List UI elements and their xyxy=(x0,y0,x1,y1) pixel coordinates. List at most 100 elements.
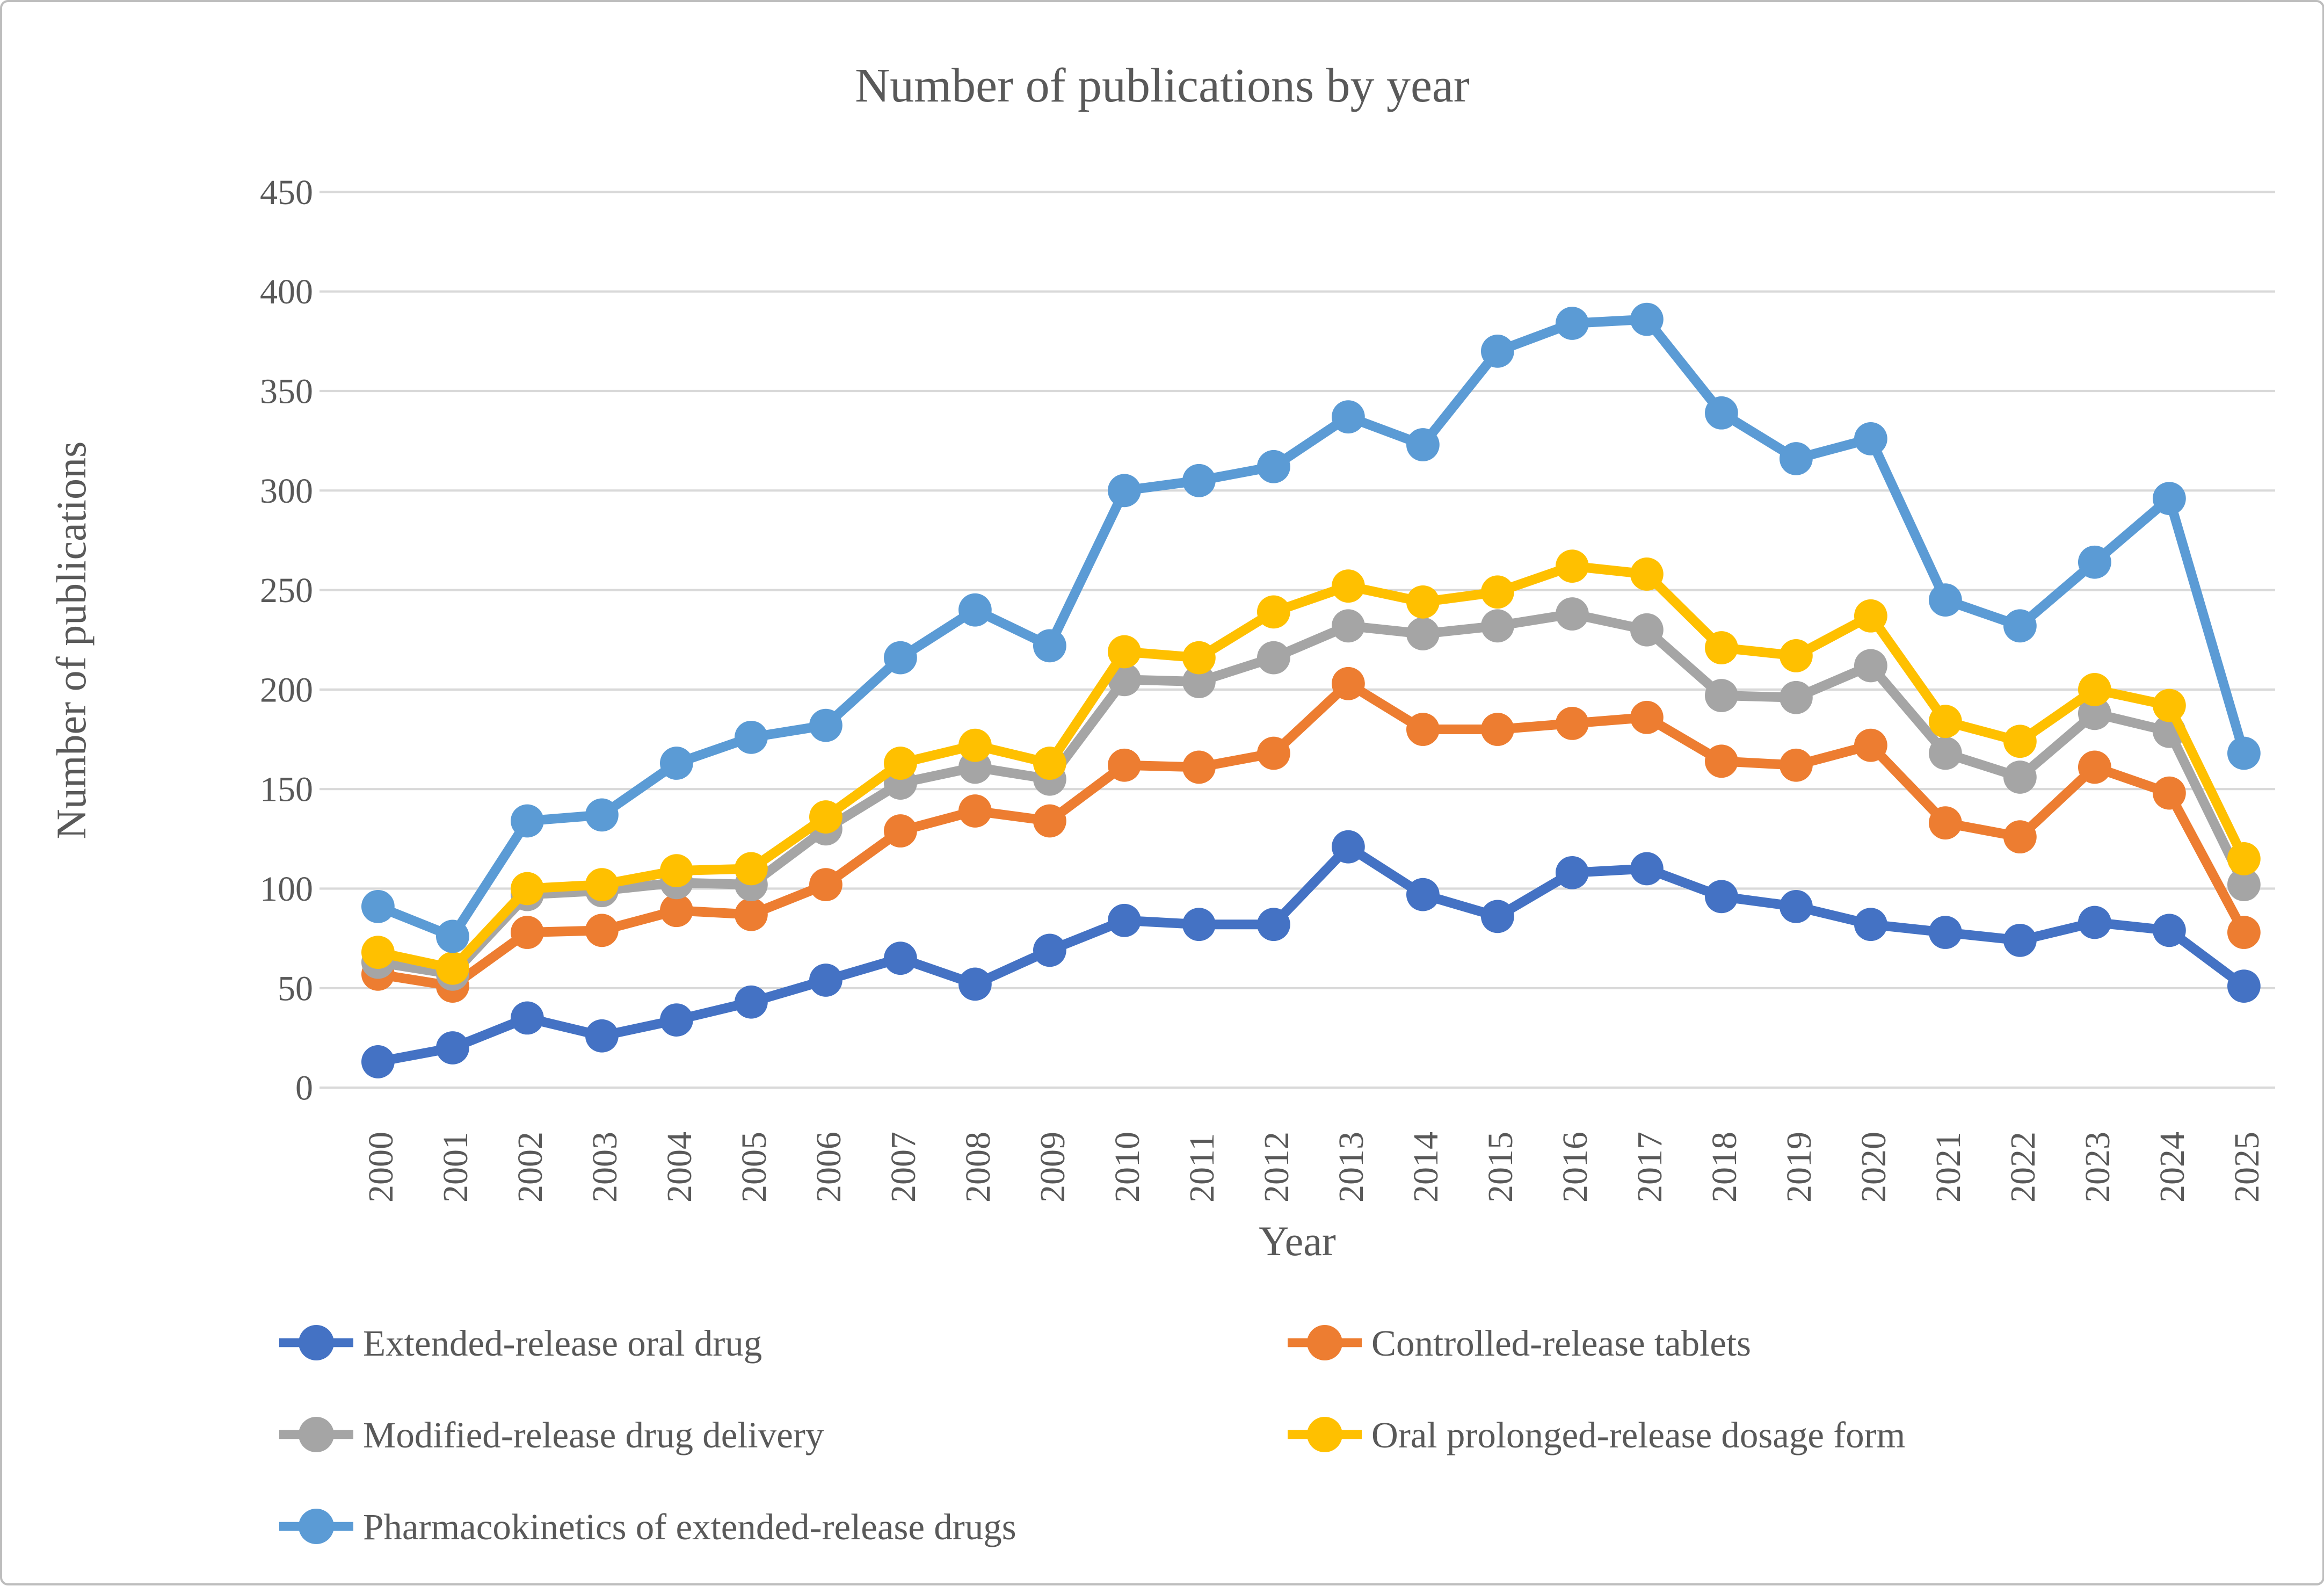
data-point-extended-release-oral-drug xyxy=(1406,878,1440,911)
chart-title: Number of publications by year xyxy=(855,59,1470,112)
data-point-oral-prolonged-release-dosage-form xyxy=(510,872,544,906)
data-point-controlled-release-tablets xyxy=(734,897,768,931)
data-point-oral-prolonged-release-dosage-form xyxy=(585,868,619,901)
x-tick-label: 2023 xyxy=(2078,1132,2117,1203)
x-tick-label: 2017 xyxy=(1630,1132,1669,1203)
data-point-controlled-release-tablets xyxy=(1182,750,1216,784)
x-tick-label: 2011 xyxy=(1182,1133,1222,1203)
legend-label: Modified-release drug delivery xyxy=(363,1415,824,1455)
data-point-extended-release-oral-drug xyxy=(435,1031,469,1064)
data-point-modified-release-drug-delivery xyxy=(1480,609,1514,643)
data-point-oral-prolonged-release-dosage-form xyxy=(809,800,843,834)
data-point-pharmacokinetics-of-extended-release-drugs xyxy=(1704,396,1738,430)
data-point-pharmacokinetics-of-extended-release-drugs xyxy=(361,889,395,923)
data-point-oral-prolonged-release-dosage-form xyxy=(2152,689,2186,722)
data-point-pharmacokinetics-of-extended-release-drugs xyxy=(1182,464,1216,497)
data-point-pharmacokinetics-of-extended-release-drugs xyxy=(2078,545,2111,579)
x-tick-label: 2024 xyxy=(2153,1132,2192,1203)
data-point-extended-release-oral-drug xyxy=(1854,908,1887,942)
data-point-pharmacokinetics-of-extended-release-drugs xyxy=(1779,442,1813,475)
data-point-pharmacokinetics-of-extended-release-drugs xyxy=(1928,583,1962,617)
data-point-extended-release-oral-drug xyxy=(510,1001,544,1035)
y-tick-label: 100 xyxy=(260,870,313,909)
data-point-modified-release-drug-delivery xyxy=(1182,665,1216,698)
data-point-controlled-release-tablets xyxy=(1406,713,1440,746)
data-point-oral-prolonged-release-dosage-form xyxy=(361,936,395,969)
data-point-oral-prolonged-release-dosage-form xyxy=(1854,599,1887,633)
x-axis-title: Year xyxy=(1259,1218,1336,1264)
data-point-modified-release-drug-delivery xyxy=(1928,736,1962,770)
data-point-pharmacokinetics-of-extended-release-drugs xyxy=(809,708,843,742)
data-point-oral-prolonged-release-dosage-form xyxy=(2003,725,2037,758)
y-tick-label: 50 xyxy=(278,969,313,1008)
data-point-oral-prolonged-release-dosage-form xyxy=(1630,557,1664,591)
x-tick-label: 2007 xyxy=(884,1132,923,1203)
data-point-pharmacokinetics-of-extended-release-drugs xyxy=(1033,629,1066,663)
data-point-controlled-release-tablets xyxy=(1331,667,1365,700)
data-point-oral-prolonged-release-dosage-form xyxy=(734,852,768,886)
data-point-pharmacokinetics-of-extended-release-drugs xyxy=(883,641,917,675)
data-point-pharmacokinetics-of-extended-release-drugs xyxy=(1107,474,1141,508)
legend-circle-marker-icon xyxy=(299,1509,334,1544)
data-point-oral-prolonged-release-dosage-form xyxy=(1704,631,1738,664)
data-point-extended-release-oral-drug xyxy=(2078,906,2111,939)
y-tick-label: 200 xyxy=(260,670,313,709)
data-point-extended-release-oral-drug xyxy=(585,1019,619,1053)
legend-label: Oral prolonged-release dosage form xyxy=(1371,1415,1905,1455)
data-point-extended-release-oral-drug xyxy=(1555,856,1589,889)
data-point-oral-prolonged-release-dosage-form xyxy=(1406,585,1440,619)
data-point-oral-prolonged-release-dosage-form xyxy=(1480,575,1514,609)
data-point-extended-release-oral-drug xyxy=(659,1003,693,1037)
data-point-modified-release-drug-delivery xyxy=(2003,761,2037,794)
x-tick-label: 2025 xyxy=(2227,1132,2267,1203)
x-tick-label: 2006 xyxy=(809,1132,848,1203)
data-point-extended-release-oral-drug xyxy=(2227,969,2261,1003)
x-tick-label: 2008 xyxy=(958,1132,998,1203)
data-point-controlled-release-tablets xyxy=(958,794,992,828)
data-point-pharmacokinetics-of-extended-release-drugs xyxy=(1854,422,1887,455)
x-tick-label: 2001 xyxy=(436,1132,475,1203)
x-tick-label: 2020 xyxy=(1854,1132,1893,1203)
data-point-pharmacokinetics-of-extended-release-drugs xyxy=(435,919,469,953)
data-point-modified-release-drug-delivery xyxy=(1331,609,1365,643)
data-point-pharmacokinetics-of-extended-release-drugs xyxy=(585,798,619,832)
x-tick-label: 2002 xyxy=(511,1132,550,1203)
data-point-oral-prolonged-release-dosage-form xyxy=(1555,549,1589,583)
legend-circle-marker-icon xyxy=(299,1325,334,1360)
data-point-extended-release-oral-drug xyxy=(1033,933,1066,967)
legend-circle-marker-icon xyxy=(1307,1325,1342,1360)
data-point-extended-release-oral-drug xyxy=(1704,880,1738,914)
data-point-oral-prolonged-release-dosage-form xyxy=(1928,705,1962,738)
data-point-oral-prolonged-release-dosage-form xyxy=(659,854,693,888)
data-point-modified-release-drug-delivery xyxy=(1779,680,1813,714)
series-line-oral-prolonged-release-dosage-form xyxy=(373,561,2249,973)
data-point-oral-prolonged-release-dosage-form xyxy=(883,747,917,780)
data-point-extended-release-oral-drug xyxy=(809,964,843,997)
legend-circle-marker-icon xyxy=(1307,1417,1342,1452)
data-point-controlled-release-tablets xyxy=(1257,736,1290,770)
legend-circle-marker-icon xyxy=(299,1417,334,1452)
x-tick-label: 2016 xyxy=(1556,1132,1595,1203)
x-tick-label: 2022 xyxy=(2003,1132,2043,1203)
x-tick-label: 2009 xyxy=(1033,1132,1072,1203)
data-point-controlled-release-tablets xyxy=(1033,804,1066,838)
data-point-extended-release-oral-drug xyxy=(1779,889,1813,923)
legend-label: Extended-release oral drug xyxy=(363,1323,762,1364)
y-tick-label: 0 xyxy=(295,1069,313,1108)
data-point-pharmacokinetics-of-extended-release-drugs xyxy=(510,804,544,838)
x-tick-label: 2010 xyxy=(1108,1132,1147,1203)
data-point-controlled-release-tablets xyxy=(2152,776,2186,810)
data-point-modified-release-drug-delivery xyxy=(1854,649,1887,683)
data-point-controlled-release-tablets xyxy=(585,914,619,947)
x-tick-label: 2005 xyxy=(735,1132,774,1203)
data-point-modified-release-drug-delivery xyxy=(1555,597,1589,631)
data-point-oral-prolonged-release-dosage-form xyxy=(958,728,992,762)
x-tick-label: 2014 xyxy=(1406,1132,1446,1203)
data-point-oral-prolonged-release-dosage-form xyxy=(1033,747,1066,780)
data-point-pharmacokinetics-of-extended-release-drugs xyxy=(659,747,693,780)
y-tick-label: 300 xyxy=(260,472,313,511)
data-point-pharmacokinetics-of-extended-release-drugs xyxy=(1555,307,1589,340)
data-point-controlled-release-tablets xyxy=(883,814,917,848)
data-point-extended-release-oral-drug xyxy=(1257,908,1290,942)
data-point-extended-release-oral-drug xyxy=(2152,914,2186,947)
